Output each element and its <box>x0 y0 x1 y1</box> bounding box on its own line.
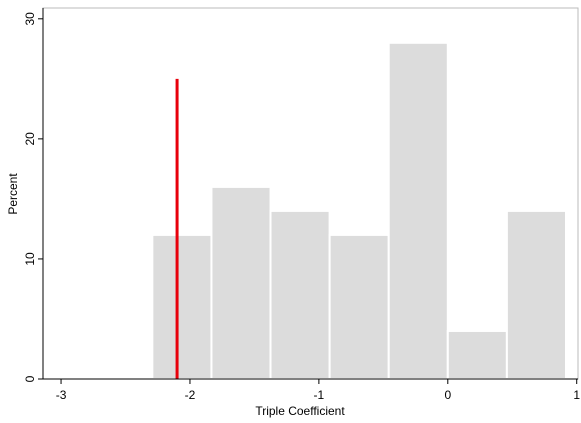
x-tick-label: -3 <box>56 388 67 402</box>
x-tick-label: -2 <box>185 388 196 402</box>
bar <box>387 41 449 381</box>
y-tick-label: 0 <box>23 375 37 382</box>
x-tick-label: -1 <box>314 388 325 402</box>
bar <box>269 209 331 380</box>
y-tick-label: 20 <box>23 132 37 146</box>
bar <box>328 233 390 380</box>
bar <box>446 329 508 381</box>
x-axis-label: Triple Coefficient <box>255 404 345 418</box>
bar <box>505 209 567 380</box>
bar <box>151 233 213 380</box>
bar <box>210 185 272 380</box>
y-tick-label: 30 <box>23 12 37 26</box>
y-tick-label: 10 <box>23 252 37 266</box>
y-axis-label: Percent <box>6 173 20 215</box>
x-tick-label: 0 <box>444 388 451 402</box>
x-tick-label: 1 <box>573 388 580 402</box>
